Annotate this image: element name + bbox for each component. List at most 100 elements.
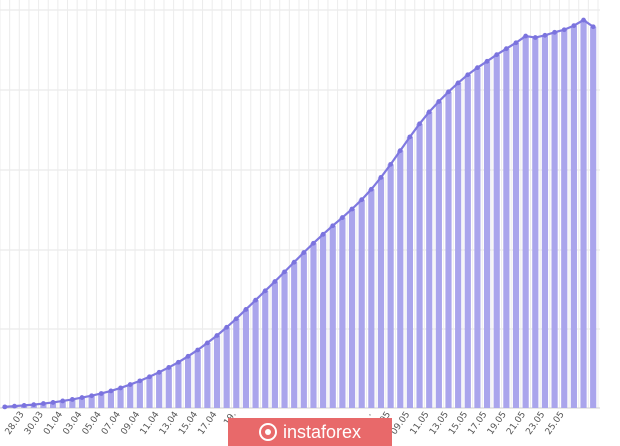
data-point: [407, 134, 413, 140]
bar: [281, 271, 288, 408]
data-point: [475, 65, 480, 71]
x-tick-label: 19.05: [486, 410, 509, 437]
data-point: [98, 391, 104, 396]
bar: [532, 37, 539, 408]
data-point: [359, 197, 365, 203]
bar: [483, 61, 491, 408]
bar: [69, 399, 76, 408]
data-point: [426, 109, 432, 115]
data-point: [282, 269, 287, 275]
bar: [223, 327, 230, 408]
data-point: [417, 121, 422, 127]
data-point: [523, 33, 529, 39]
bar: [88, 395, 95, 408]
data-point: [262, 288, 268, 294]
bar: [541, 35, 549, 408]
data-point: [156, 369, 162, 375]
markers: [2, 17, 596, 410]
data-point: [397, 148, 403, 154]
data-point: [513, 40, 519, 46]
x-tick-label: .: [364, 410, 374, 418]
watermark-text: instaforex: [282, 421, 362, 442]
bar: [291, 262, 298, 408]
logo-mark-icon: [258, 423, 277, 441]
data-point: [378, 174, 384, 180]
data-point: [41, 401, 46, 406]
data-point: [320, 231, 326, 237]
data-point: [311, 240, 316, 246]
data-point: [69, 397, 75, 402]
bars: [1, 20, 597, 409]
bar: [117, 387, 124, 408]
data-point: [494, 52, 500, 58]
watermark-banner: instaforex: [228, 418, 392, 446]
bar: [49, 402, 57, 408]
data-point: [272, 279, 278, 284]
x-tick-label: 09.04: [119, 410, 142, 437]
x-tick-label: 23.05: [524, 410, 547, 437]
data-point: [108, 388, 114, 394]
data-point: [166, 365, 172, 370]
data-point: [233, 316, 239, 322]
bar: [320, 234, 327, 408]
data-point: [388, 161, 394, 167]
data-point: [204, 340, 210, 346]
bar: [204, 342, 211, 408]
bar: [580, 20, 587, 408]
grid: [0, 0, 600, 409]
data-point: [542, 32, 548, 38]
bar: [406, 136, 414, 409]
bar: [358, 199, 365, 408]
bar: [194, 349, 201, 408]
bar: [127, 384, 134, 408]
data-point: [185, 353, 191, 359]
x-tick-label: 21.05: [505, 410, 528, 437]
data-point: [195, 347, 201, 353]
x-tick-label: 05.04: [81, 410, 104, 437]
bar: [368, 189, 375, 408]
x-tick-label: 30.03: [23, 410, 46, 437]
bar: [271, 281, 278, 408]
data-point: [465, 72, 471, 78]
bar: [503, 48, 510, 408]
bar: [329, 225, 336, 408]
data-point: [571, 23, 577, 29]
bar: [426, 111, 433, 408]
data-point: [243, 307, 249, 312]
bar: [136, 380, 143, 408]
bar: [387, 164, 394, 408]
bar: [78, 397, 86, 408]
x-tick-label: 15.04: [177, 410, 200, 437]
data-point: [89, 393, 95, 399]
data-point: [330, 223, 336, 229]
data-point: [60, 398, 66, 404]
bar: [551, 32, 558, 409]
data-point: [253, 297, 258, 303]
data-point: [127, 382, 133, 387]
bar: [445, 91, 452, 408]
data-point: [2, 404, 8, 410]
bar: [522, 36, 529, 408]
data-point: [31, 402, 37, 408]
x-tick-label: 17.05: [467, 410, 490, 437]
data-point: [368, 186, 374, 192]
data-point: [224, 324, 230, 330]
instaforex-logo: instaforex: [258, 421, 362, 443]
x-tick-label: 17.04: [197, 410, 220, 437]
bar: [339, 217, 346, 408]
data-point: [455, 80, 461, 86]
data-point: [532, 35, 538, 40]
data-point: [147, 374, 152, 380]
data-point: [137, 378, 143, 384]
bar: [146, 376, 153, 408]
data-point: [12, 403, 17, 409]
bar: [377, 177, 385, 408]
data-point: [79, 395, 85, 400]
data-point: [446, 89, 451, 95]
data-point: [436, 99, 442, 104]
bar: [512, 42, 520, 408]
data-point: [50, 400, 56, 405]
data-point: [590, 24, 596, 30]
bar: [464, 74, 471, 408]
bar: [348, 209, 356, 408]
